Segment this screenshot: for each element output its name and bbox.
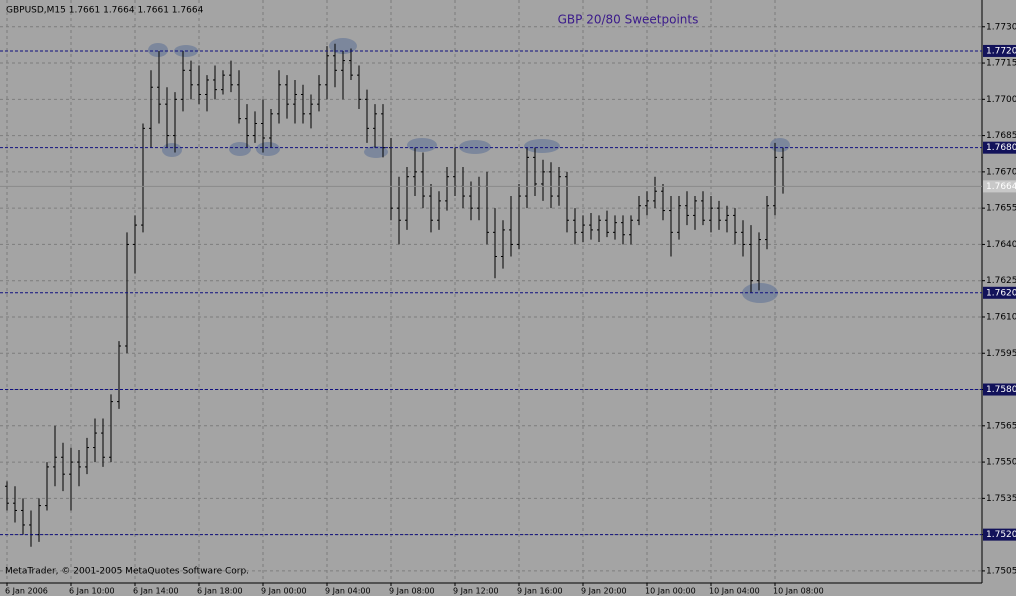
ellipse [162, 143, 182, 157]
x-tick-label: 10 Jan 00:00 [645, 587, 696, 596]
x-tick-label: 6 Jan 14:00 [133, 587, 179, 596]
ellipse [407, 138, 437, 152]
ellipse [770, 138, 790, 152]
x-tick-label: 6 Jan 10:00 [69, 587, 115, 596]
y-tick-label: 1.7730 [986, 22, 1016, 32]
level-box [983, 383, 1016, 396]
x-tick-label: 9 Jan 08:00 [389, 587, 435, 596]
x-tick-label: 9 Jan 00:00 [261, 587, 307, 596]
last-price-box [983, 180, 1016, 193]
x-tick-label: 6 Jan 18:00 [197, 587, 243, 596]
y-tick-label: 1.7595 [986, 349, 1016, 359]
x-tick-label: 10 Jan 04:00 [709, 587, 760, 596]
x-tick-label: 10 Jan 08:00 [773, 587, 824, 596]
y-tick-label: 1.7565 [986, 421, 1016, 431]
ellipse [256, 142, 280, 156]
y-tick-label: 1.7700 [986, 95, 1016, 105]
last-price-label: 1.7664 [986, 182, 1016, 192]
header: GBPUSD,M15 1.7661 1.7664 1.7661 1.7664 [6, 6, 204, 16]
level-box [983, 141, 1016, 154]
x-tick-label: 9 Jan 04:00 [325, 587, 371, 596]
ellipse [329, 38, 357, 54]
x-tick-label: 6 Jan 2006 [5, 587, 48, 596]
ellipse [459, 140, 491, 154]
level-box [983, 44, 1016, 57]
chart-title: GBP 20/80 Sweetpoints [558, 13, 699, 27]
level-label: 1.7720 [986, 46, 1016, 56]
y-tick-label: 1.7505 [986, 566, 1016, 576]
y-tick-label: 1.7535 [986, 494, 1016, 504]
x-tick-label: 9 Jan 12:00 [453, 587, 499, 596]
y-tick-label: 1.7625 [986, 276, 1016, 286]
level-label: 1.7520 [986, 530, 1016, 540]
ellipse [229, 142, 251, 156]
footer: MetaTrader, © 2001-2005 MetaQuotes Softw… [5, 567, 249, 577]
x-tick-label: 9 Jan 20:00 [581, 587, 627, 596]
y-tick-label: 1.7610 [986, 312, 1016, 322]
level-label: 1.7580 [986, 385, 1016, 395]
y-tick-label: 1.7685 [986, 131, 1016, 141]
y-tick-label: 1.7670 [986, 167, 1016, 177]
y-tick-label: 1.7655 [986, 204, 1016, 214]
y-tick-label: 1.7550 [986, 458, 1016, 468]
level-box [983, 528, 1016, 541]
ellipse [364, 146, 388, 158]
ellipse [148, 43, 168, 57]
ellipse [524, 139, 560, 153]
level-label: 1.7680 [986, 143, 1016, 153]
level-label: 1.7620 [986, 288, 1016, 298]
y-tick-label: 1.7640 [986, 240, 1016, 250]
y-tick-label: 1.7715 [986, 59, 1016, 69]
x-tick-label: 9 Jan 16:00 [517, 587, 563, 596]
level-box [983, 286, 1016, 299]
